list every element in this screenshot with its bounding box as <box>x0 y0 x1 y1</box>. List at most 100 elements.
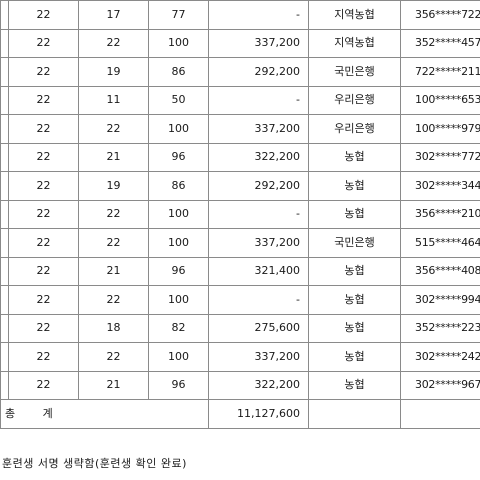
days-total-cell: 22 <box>8 57 79 87</box>
attendance-rate-cell: 96 <box>148 256 209 286</box>
account-cell: 302*****344 <box>400 171 480 201</box>
payment-table: 22 17 77- 지역농협 356*****722 22 22 100 337,200 지역농협… <box>0 0 480 429</box>
bank-cell: 국민은행 <box>308 228 401 258</box>
days-attended-cell: 19 <box>78 171 149 201</box>
account-cell: 515*****464 <box>400 228 480 258</box>
days-attended-cell: 21 <box>78 142 149 172</box>
attendance-rate-cell: 96 <box>148 142 209 172</box>
bank-cell: 우리은행 <box>308 114 401 144</box>
account-cell: 100*****979 <box>400 114 480 144</box>
row-edge-cell <box>0 228 9 258</box>
bank-cell: 지역농협 <box>308 0 401 30</box>
amount-cell: - <box>208 199 309 229</box>
table-row: 22 18 82 275,600 농협 352*****223 <box>0 313 480 343</box>
bank-cell: 국민은행 <box>308 57 401 87</box>
days-total-cell: 22 <box>8 85 79 115</box>
days-attended-cell: 11 <box>78 85 149 115</box>
days-attended-cell: 21 <box>78 370 149 400</box>
account-cell: 352*****223 <box>400 313 480 343</box>
row-edge-cell <box>0 285 9 315</box>
days-total-cell: 22 <box>8 114 79 144</box>
total-empty-cell <box>400 399 480 429</box>
bank-cell: 우리은행 <box>308 85 401 115</box>
days-attended-cell: 22 <box>78 199 149 229</box>
table-row: 22 22 100- 농협 302*****994 <box>0 285 480 315</box>
table-row: 22 19 86 292,200 국민은행 722*****211 <box>0 57 480 87</box>
bank-cell: 농협 <box>308 171 401 201</box>
days-total-cell: 22 <box>8 0 79 30</box>
attendance-rate-cell: 100 <box>148 228 209 258</box>
footnote: 훈련생 서명 생략함(훈련생 확인 완료) <box>2 457 187 470</box>
attendance-rate-cell: 77 <box>148 0 209 30</box>
amount-cell: 337,200 <box>208 28 309 58</box>
bank-cell: 농협 <box>308 256 401 286</box>
days-total-cell: 22 <box>8 199 79 229</box>
amount-cell: 322,200 <box>208 142 309 172</box>
account-cell: 356*****408 <box>400 256 480 286</box>
table-row: 22 22 100 337,200 국민은행 515*****464 <box>0 228 480 258</box>
amount-cell: 292,200 <box>208 171 309 201</box>
days-total-cell: 22 <box>8 256 79 286</box>
table-body: 22 17 77- 지역농협 356*****722 22 22 100 337,200 지역농협… <box>0 0 480 400</box>
total-empty-cell <box>308 399 401 429</box>
account-cell: 356*****210 <box>400 199 480 229</box>
table-row: 22 19 86 292,200 농협 302*****344 <box>0 171 480 201</box>
amount-cell: - <box>208 85 309 115</box>
attendance-rate-cell: 82 <box>148 313 209 343</box>
attendance-rate-cell: 86 <box>148 171 209 201</box>
row-edge-cell <box>0 256 9 286</box>
table-row: 22 17 77- 지역농협 356*****722 <box>0 0 480 30</box>
total-row: 총 계 11,127,600 <box>0 399 480 429</box>
days-attended-cell: 22 <box>78 342 149 372</box>
bank-cell: 농협 <box>308 370 401 400</box>
days-attended-cell: 19 <box>78 57 149 87</box>
table-row: 22 21 96 321,400 농협 356*****408 <box>0 256 480 286</box>
amount-cell: 337,200 <box>208 114 309 144</box>
account-cell: 356*****722 <box>400 0 480 30</box>
attendance-rate-cell: 100 <box>148 199 209 229</box>
days-total-cell: 22 <box>8 370 79 400</box>
account-cell: 302*****772 <box>400 142 480 172</box>
account-cell: 302*****242 <box>400 342 480 372</box>
table-row: 22 22 100- 농협 356*****210 <box>0 199 480 229</box>
total-amount: 11,127,600 <box>208 399 309 429</box>
row-edge-cell <box>0 85 9 115</box>
table-footer: 총 계 11,127,600 <box>0 399 480 429</box>
amount-cell: 322,200 <box>208 370 309 400</box>
days-total-cell: 22 <box>8 28 79 58</box>
bank-cell: 농협 <box>308 142 401 172</box>
account-cell: 352*****457 <box>400 28 480 58</box>
row-edge-cell <box>0 342 9 372</box>
row-edge-cell <box>0 0 9 30</box>
days-attended-cell: 21 <box>78 256 149 286</box>
row-edge-cell <box>0 171 9 201</box>
table-row: 22 21 96 322,200 농협 302*****772 <box>0 142 480 172</box>
row-edge-cell <box>0 28 9 58</box>
attendance-rate-cell: 96 <box>148 370 209 400</box>
table-row: 22 11 50- 우리은행 100*****653 <box>0 85 480 115</box>
bank-cell: 농협 <box>308 342 401 372</box>
amount-cell: 321,400 <box>208 256 309 286</box>
days-total-cell: 22 <box>8 171 79 201</box>
account-cell: 100*****653 <box>400 85 480 115</box>
days-total-cell: 22 <box>8 342 79 372</box>
days-total-cell: 22 <box>8 285 79 315</box>
row-edge-cell <box>0 114 9 144</box>
days-attended-cell: 22 <box>78 28 149 58</box>
attendance-rate-cell: 86 <box>148 57 209 87</box>
table-row: 22 21 96 322,200 농협 302*****967 <box>0 370 480 400</box>
days-attended-cell: 17 <box>78 0 149 30</box>
days-total-cell: 22 <box>8 313 79 343</box>
amount-cell: 275,600 <box>208 313 309 343</box>
days-attended-cell: 22 <box>78 228 149 258</box>
days-attended-cell: 22 <box>78 114 149 144</box>
bank-cell: 지역농협 <box>308 28 401 58</box>
amount-cell: - <box>208 0 309 30</box>
attendance-rate-cell: 100 <box>148 342 209 372</box>
attendance-rate-cell: 100 <box>148 285 209 315</box>
total-label: 총 계 <box>0 399 209 429</box>
row-edge-cell <box>0 313 9 343</box>
row-edge-cell <box>0 142 9 172</box>
days-total-cell: 22 <box>8 142 79 172</box>
attendance-rate-cell: 100 <box>148 114 209 144</box>
